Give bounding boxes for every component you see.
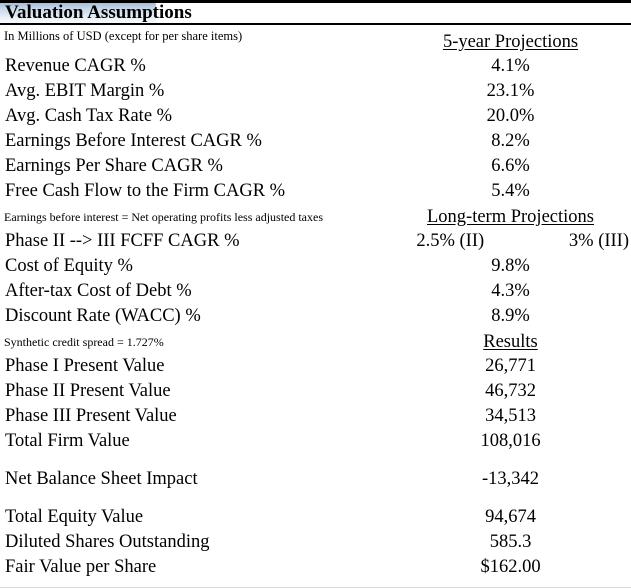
phase3-value: 3% (III)	[568, 231, 629, 251]
title-underline-rule	[0, 23, 631, 25]
blank-row	[0, 492, 631, 505]
row-value: 46,732	[485, 381, 536, 401]
footnote-row: Synthetic credit spread = 1.727% Results	[0, 329, 631, 354]
row-label: Revenue CAGR %	[5, 56, 146, 76]
row-value: -13,342	[481, 469, 540, 489]
table-row: Avg. EBIT Margin % 23.1%	[0, 79, 631, 104]
column-header-5yr: 5-year Projections	[390, 31, 631, 54]
table-row: Revenue CAGR % 4.1%	[0, 54, 631, 79]
column-header-results: Results	[390, 331, 631, 354]
blank-row	[0, 454, 631, 467]
table-row: Earnings Per Share CAGR % 6.6%	[0, 154, 631, 179]
row-value: 34,513	[485, 406, 536, 426]
table-row: Fair Value per Share $162.00	[0, 555, 631, 580]
row-label: After-tax Cost of Debt %	[5, 281, 192, 301]
table-row-phase-cagr: Phase II --> III FCFF CAGR % 2.5% (II) 3…	[0, 229, 631, 254]
table-row: Phase I Present Value 26,771	[0, 354, 631, 379]
row-label: Diluted Shares Outstanding	[5, 532, 210, 552]
row-value: $162.00	[480, 557, 541, 577]
column-header-long-term-label: Long-term Projections	[427, 207, 594, 227]
table-row: Discount Rate (WACC) % 8.9%	[0, 304, 631, 329]
title-highlight-band	[0, 3, 156, 23]
row-label: Avg. EBIT Margin %	[5, 81, 165, 101]
row-value: 8.2%	[491, 131, 530, 151]
table-row: Total Equity Value 94,674	[0, 505, 631, 530]
row-value: 4.1%	[491, 56, 530, 76]
row-label: Earnings Before Interest CAGR %	[5, 131, 262, 151]
table-row: Earnings Before Interest CAGR % 8.2%	[0, 129, 631, 154]
table-row: After-tax Cost of Debt % 4.3%	[0, 279, 631, 304]
row-value: 9.8%	[491, 256, 530, 276]
row-value: 6.6%	[491, 156, 530, 176]
table-row: Total Firm Value 108,016	[0, 429, 631, 454]
phase2-value: 2.5% (II)	[416, 231, 485, 251]
row-label: Fair Value per Share	[5, 557, 157, 577]
footnote-earnings-before-interest: Earnings before interest = Net operating…	[4, 210, 324, 224]
table-row: Phase III Present Value 34,513	[0, 404, 631, 429]
column-header-results-label: Results	[483, 332, 538, 352]
row-label: Phase II Present Value	[5, 381, 171, 401]
table-row: Cost of Equity % 9.8%	[0, 254, 631, 279]
table-row: Diluted Shares Outstanding 585.3	[0, 530, 631, 555]
title-row: Valuation Assumptions	[0, 3, 631, 23]
row-label: Phase I Present Value	[5, 356, 165, 376]
column-header-5yr-label: 5-year Projections	[442, 32, 579, 52]
top-rule	[0, 0, 631, 3]
units-note: In Millions of USD (except for per share…	[4, 29, 243, 43]
table-row: Phase II Present Value 46,732	[0, 379, 631, 404]
row-value: 108,016	[480, 431, 541, 451]
row-label: Phase III Present Value	[5, 406, 177, 426]
row-value: 4.3%	[491, 281, 530, 301]
row-label: Cost of Equity %	[5, 256, 133, 276]
row-value: 26,771	[485, 356, 536, 376]
row-label: Total Firm Value	[5, 431, 130, 451]
row-label: Earnings Per Share CAGR %	[5, 156, 223, 176]
column-header-long-term: Long-term Projections	[390, 206, 631, 229]
row-label: Net Balance Sheet Impact	[5, 469, 198, 489]
row-value: 585.3	[489, 532, 532, 552]
row-value: 8.9%	[491, 306, 530, 326]
phase-values: 2.5% (II) 3% (III)	[390, 231, 631, 252]
row-value: 20.0%	[486, 106, 535, 126]
row-label: Discount Rate (WACC) %	[5, 306, 201, 326]
table-row: Avg. Cash Tax Rate % 20.0%	[0, 104, 631, 129]
footnote-row: Earnings before interest = Net operating…	[0, 204, 631, 229]
table-row: Net Balance Sheet Impact -13,342	[0, 467, 631, 492]
footnote-credit-spread: Synthetic credit spread = 1.727%	[4, 335, 164, 349]
page-title: Valuation Assumptions	[5, 2, 192, 23]
row-value: 23.1%	[486, 81, 535, 101]
row-label: Free Cash Flow to the Firm CAGR %	[5, 181, 286, 201]
row-label: Phase II --> III FCFF CAGR %	[5, 231, 240, 251]
row-label: Total Equity Value	[5, 507, 144, 527]
row-value: 5.4%	[491, 181, 530, 201]
row-value: 94,674	[485, 507, 536, 527]
table-row: Free Cash Flow to the Firm CAGR % 5.4%	[0, 179, 631, 204]
subheader-row: In Millions of USD (except for per share…	[0, 25, 631, 54]
row-label: Avg. Cash Tax Rate %	[5, 106, 173, 126]
